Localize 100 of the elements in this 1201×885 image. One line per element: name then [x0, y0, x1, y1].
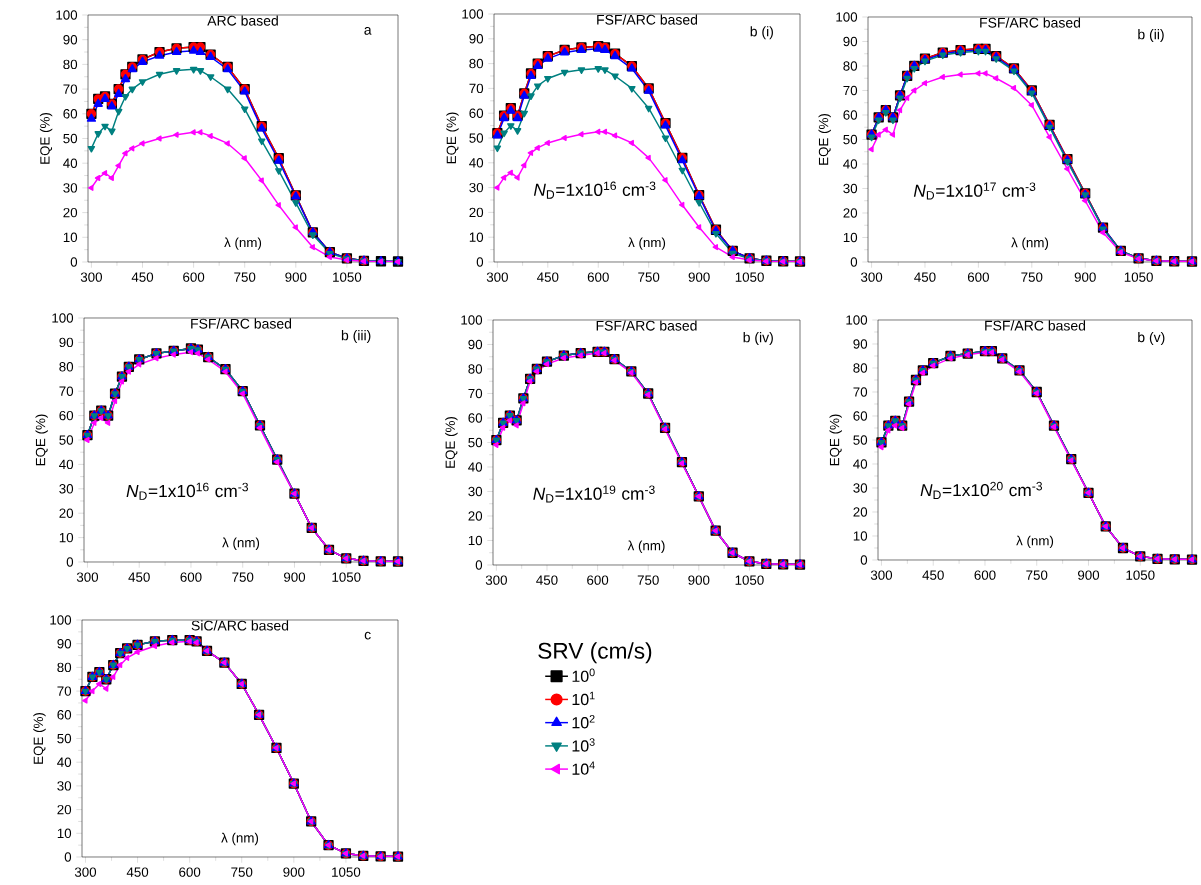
chart-title: FSF/ARC based: [980, 17, 1081, 28]
y-tick-label: 80: [57, 662, 72, 673]
y-tick-label: 0: [850, 257, 858, 267]
y-tick-label: 50: [843, 134, 858, 145]
x-tick-label: 450: [914, 272, 936, 282]
y-tick-label: 40: [63, 158, 78, 168]
x-tick-label: 900: [285, 272, 307, 282]
chart-title: FSF/ARC based: [985, 320, 1086, 331]
y-tick-label: 20: [59, 508, 74, 518]
x-tick-label: 750: [1021, 272, 1043, 282]
annotation: N$_{D}$=1x10$^{16}$ cm$^{-3}$: [126, 482, 249, 500]
x-tick-label: 750: [234, 272, 256, 282]
x-tick-label: 600: [587, 575, 609, 585]
x-tick-label: 450: [126, 867, 149, 877]
y-tick-label: 80: [843, 61, 858, 71]
y-axis-title: EQE (%): [35, 414, 48, 466]
x-tick-label: 900: [1074, 272, 1096, 282]
y-tick-label: 40: [853, 459, 868, 469]
y-tick-label: 60: [57, 710, 72, 720]
x-tick-label: 300: [870, 570, 893, 580]
y-tick-label: 50: [853, 435, 868, 445]
y-tick-label: 90: [57, 638, 72, 649]
y-tick-label: 30: [469, 182, 484, 193]
y-tick-label: 100: [50, 615, 72, 625]
x-tick-label: 600: [967, 272, 989, 282]
y-tick-label: 10: [843, 232, 858, 243]
y-tick-label: 0: [64, 852, 72, 862]
y-axis-title: EQE (%): [829, 414, 842, 466]
x-tick-label: 450: [922, 570, 944, 580]
legend-label: 10$^{2}$: [572, 715, 595, 729]
y-tick-label: 90: [63, 34, 78, 45]
y-tick-label: 80: [469, 58, 484, 69]
x-tick-label: 600: [974, 570, 996, 580]
x-tick-label: 750: [637, 575, 659, 585]
x-axis-title: λ (nm): [627, 540, 665, 553]
y-tick-label: 70: [57, 686, 72, 696]
y-tick-label: 50: [469, 133, 484, 143]
x-tick-label: 750: [1026, 570, 1048, 580]
y-tick-label: 100: [461, 315, 483, 325]
legend-title: SRV (cm/s): [538, 642, 652, 664]
y-tick-label: 40: [843, 159, 858, 169]
y-tick-label: 70: [59, 386, 74, 396]
legend-label: 10$^{3}$: [572, 738, 595, 752]
y-tick-label: 90: [853, 339, 868, 349]
y-tick-label: 70: [468, 388, 483, 399]
y-tick-label: 100: [462, 9, 484, 19]
x-tick-label: 900: [283, 572, 306, 582]
y-tick-label: 80: [63, 59, 78, 70]
y-tick-label: 60: [468, 413, 483, 423]
y-tick-label: 60: [469, 108, 484, 118]
y-tick-label: 50: [468, 437, 483, 448]
y-tick-label: 20: [469, 207, 484, 218]
annotation: b (ii): [1138, 29, 1164, 43]
x-tick-label: 750: [232, 572, 254, 582]
y-tick-label: 10: [469, 232, 484, 242]
chart-title: FSF/ARC based: [191, 318, 292, 329]
y-tick-label: 30: [843, 183, 858, 194]
x-tick-label: 1050: [332, 867, 361, 877]
y-tick-label: 30: [57, 781, 72, 791]
annotation: N$_{D}$=1x10$^{19}$ cm$^{-3}$: [533, 485, 655, 503]
chart-title: FSF/ARC based: [597, 14, 698, 25]
y-tick-label: 80: [468, 364, 483, 374]
y-tick-label: 60: [843, 110, 858, 120]
x-tick-label: 1050: [735, 272, 764, 282]
annotation: c: [364, 631, 371, 640]
y-axis-title: EQE (%): [445, 417, 458, 468]
y-tick-label: 70: [63, 84, 78, 94]
x-tick-label: 450: [128, 572, 150, 582]
chart-title: SiC/ARC based: [191, 620, 289, 631]
y-tick-label: 50: [57, 733, 72, 744]
x-tick-label: 300: [76, 572, 99, 582]
y-tick-label: 30: [63, 183, 78, 193]
y-tick-label: 80: [59, 362, 74, 372]
y-tick-label: 10: [59, 532, 74, 543]
x-tick-label: 300: [486, 272, 508, 282]
legend-label: 10$^{1}$: [572, 691, 595, 706]
chart-title: ARC based: [207, 15, 278, 26]
y-tick-label: 10: [57, 828, 72, 839]
y-tick-label: 60: [59, 410, 74, 421]
x-axis-title: λ (nm): [224, 237, 262, 250]
y-tick-label: 90: [843, 36, 858, 47]
y-tick-label: 70: [843, 85, 858, 96]
x-axis-title: λ (nm): [222, 537, 260, 550]
x-axis-title: λ (nm): [221, 832, 259, 846]
annotation: N$_{D}$=1x10$^{20}$ cm$^{-3}$: [920, 481, 1043, 499]
y-tick-label: 90: [59, 337, 74, 348]
x-tick-label: 600: [180, 572, 202, 582]
x-tick-label: 600: [179, 867, 201, 877]
x-tick-label: 600: [587, 272, 609, 282]
x-tick-label: 300: [485, 575, 507, 585]
annotation: b (v): [1138, 331, 1165, 345]
x-tick-label: 750: [638, 272, 660, 282]
annotation: a: [364, 27, 372, 35]
y-tick-label: 20: [853, 507, 868, 517]
y-tick-label: 40: [59, 459, 74, 470]
y-tick-label: 50: [63, 133, 78, 144]
legend-label: 10$^{4}$: [572, 761, 595, 775]
y-axis-title: EQE (%): [39, 113, 53, 164]
x-tick-label: 450: [131, 272, 154, 282]
y-tick-label: 70: [469, 83, 484, 94]
